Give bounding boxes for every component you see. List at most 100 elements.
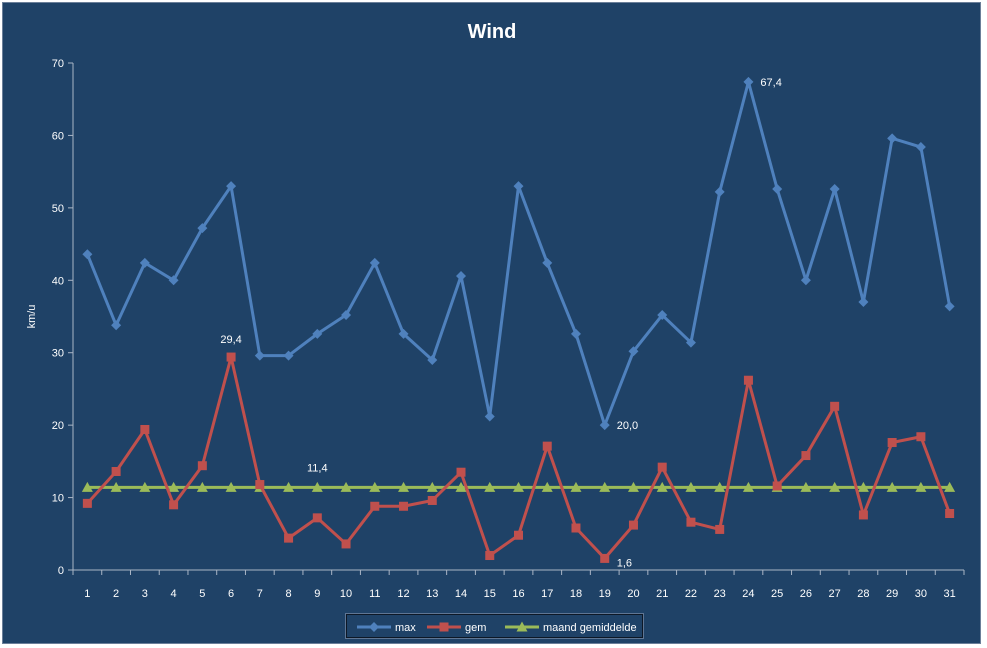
data-point (140, 424, 150, 434)
data-point (742, 481, 754, 492)
data-point (456, 467, 466, 477)
x-tick-label: 7 (257, 588, 263, 600)
x-tick-label: 19 (599, 588, 611, 600)
data-point (513, 481, 524, 492)
data-point (169, 500, 179, 510)
x-tick-label: 21 (656, 588, 668, 600)
series-gem (82, 352, 955, 563)
x-tick-label: 3 (142, 588, 148, 600)
data-point (657, 462, 667, 472)
data-point (312, 328, 323, 339)
data-point (341, 310, 352, 321)
data-point (915, 142, 926, 153)
data-point (340, 481, 352, 492)
y-tick-label: 20 (52, 420, 64, 432)
x-tick-label: 11 (369, 588, 380, 600)
data-point (571, 523, 581, 533)
x-tick-label: 25 (771, 588, 783, 600)
data-point (284, 533, 294, 543)
y-tick-labels: 0 10 20 30 40 50 60 70 (52, 58, 64, 577)
data-point (627, 481, 639, 492)
x-tick-label: 15 (484, 588, 496, 600)
data-point (197, 223, 208, 234)
x-tick-label: 24 (742, 588, 754, 600)
data-point (945, 509, 955, 519)
legend-item-max: max (357, 622, 416, 634)
y-tick-label: 0 (58, 565, 64, 577)
data-point (887, 133, 898, 144)
y-tick-label: 10 (52, 493, 64, 505)
x-tick-label: 13 (426, 588, 438, 600)
x-tick-label: 1 (84, 588, 90, 600)
data-point (542, 257, 553, 268)
data-point (772, 184, 783, 195)
x-tick-label: 23 (714, 588, 726, 600)
data-point (800, 481, 812, 492)
axes (68, 62, 965, 575)
data-label: 1,6 (617, 557, 632, 569)
legend-label: maand gemiddelde (543, 622, 637, 634)
data-point (254, 350, 265, 361)
series-group (81, 76, 956, 563)
data-point (801, 451, 811, 461)
data-point (427, 354, 438, 365)
data-point (399, 501, 409, 511)
x-tick-label: 14 (455, 588, 467, 600)
series-line (86, 355, 952, 560)
legend-marker (516, 621, 528, 632)
data-point (541, 481, 553, 492)
data-labels: 67,4 20,0 29,4 1,6 11,4 (220, 77, 781, 570)
chart-title: Wind (468, 21, 517, 43)
x-tick-label: 29 (886, 588, 898, 600)
x-tick-label: 10 (340, 588, 352, 600)
x-tick-label: 28 (857, 588, 869, 600)
data-point (110, 481, 122, 492)
data-point (398, 481, 410, 492)
x-tick-label: 5 (199, 588, 205, 600)
data-point (628, 346, 639, 357)
series-maand-gemiddelde (81, 481, 956, 492)
data-point (656, 481, 668, 492)
data-point (311, 481, 323, 492)
data-point (743, 375, 753, 385)
data-point (657, 310, 668, 321)
data-point (714, 186, 725, 197)
data-point (944, 481, 956, 492)
x-tick-label: 12 (397, 588, 409, 600)
legend: max gem maand gemiddelde (345, 613, 644, 639)
data-point (800, 275, 811, 286)
data-label: 67,4 (760, 77, 781, 89)
data-label: 20,0 (617, 420, 638, 432)
data-point (829, 184, 840, 195)
data-point (916, 432, 926, 442)
data-point (886, 481, 898, 492)
data-point (599, 481, 611, 492)
data-point (111, 466, 121, 476)
data-point (887, 438, 897, 448)
data-point (225, 481, 237, 492)
data-point (743, 76, 754, 87)
data-point (829, 481, 841, 492)
data-point (456, 270, 467, 281)
x-tick-label: 8 (286, 588, 292, 600)
data-point (139, 481, 151, 492)
data-point (369, 257, 380, 268)
data-point (570, 328, 581, 339)
data-point (858, 297, 869, 308)
data-point (455, 481, 467, 492)
x-tick-label: 18 (570, 588, 582, 600)
data-point (944, 301, 955, 312)
data-point (81, 481, 93, 492)
data-point (197, 461, 207, 471)
data-point (398, 328, 409, 339)
x-tick-label: 26 (800, 588, 812, 600)
y-tick-label: 30 (52, 348, 64, 360)
data-point (111, 320, 122, 331)
data-point (513, 181, 524, 192)
x-tick-label: 31 (944, 588, 956, 600)
data-point (514, 530, 523, 540)
legend-label: max (395, 622, 416, 634)
data-point (168, 275, 179, 286)
data-point (600, 553, 610, 563)
